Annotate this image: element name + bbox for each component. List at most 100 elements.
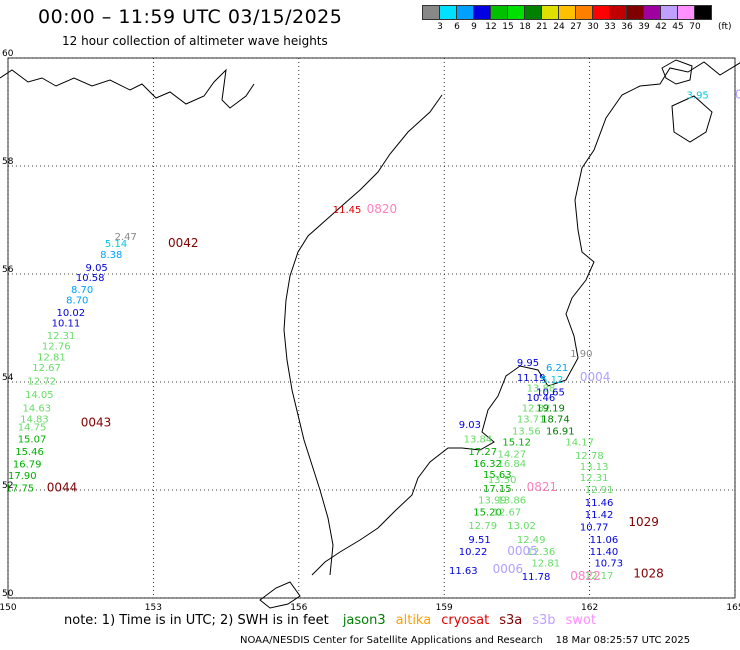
lat-tick-label: 52 [2,481,13,491]
wave-height-label: 12.91 [585,485,614,496]
satellite-legend-item: jason3 [342,613,386,628]
wave-height-label: 9.03 [459,420,481,431]
color-tick-label: 39 [638,22,650,32]
wave-height-label: 10.11 [52,318,81,329]
wave-height-label: 17.90 [8,471,37,482]
magadan-coast [0,68,255,109]
satellite-legend-item: cryosat [441,613,490,628]
pass-time-label: 0821 [527,480,558,494]
lat-tick-label: 58 [2,157,14,167]
lat-tick-label: 50 [2,589,14,599]
pass-time-label: 0820 [367,202,398,216]
wave-height-label: 8.70 [71,285,93,296]
wave-height-label: 14.83 [20,415,49,426]
color-tick-label: 15 [502,22,514,32]
wave-height-label: 12.78 [575,451,604,462]
color-tick-label: 18 [519,22,531,32]
wave-height-label: 10.77 [580,523,609,534]
wave-height-label: 10.02 [56,308,85,319]
color-tick-label: 12 [485,22,497,32]
satellite-legend-item: altika [395,613,432,628]
coastline [0,59,740,609]
pass-time-label: 0004 [580,370,611,384]
lat-tick-label: 54 [2,373,14,383]
timestamp-text: 18 Mar 08:25:57 UTC 2025 [555,635,691,646]
wave-height-label: 12.67 [32,363,61,374]
wave-height-label: 9.05 [86,263,108,274]
pass-time-label: 0044 [47,481,78,495]
color-tick-label: 36 [621,22,633,32]
color-tick-label: 70 [689,22,701,32]
lon-tick-label: 165 [726,603,740,613]
satellite-legend-item: s3b [532,613,556,628]
wave-height-label: 10.65 [536,388,565,399]
wave-height-label: 14.05 [25,390,54,401]
pass-time-label: 1028 [633,566,664,580]
wave-height-label: 6.21 [546,363,568,374]
wave-height-label: 11.42 [585,510,614,521]
graticule [7,57,736,599]
wave-height-label: 5.12 [541,375,563,386]
wave-height-label: 11.06 [590,535,619,546]
wave-height-label: 3.95 [687,91,709,102]
wave-height-label: 13.50 [488,475,517,486]
wave-height-label: 15.12 [502,438,531,449]
lon-tick-label: 150 [0,603,17,613]
wave-height-label: 12.67 [493,507,522,518]
lon-tick-label: 156 [290,603,307,613]
color-tick-label: 27 [570,22,582,32]
lon-tick-label: 153 [145,603,162,613]
wave-height-label: 8.70 [66,296,88,307]
wave-height-label: 14.27 [498,450,527,461]
wave-height-label: 13.86 [498,496,527,507]
color-tick-label: 9 [471,22,477,32]
lat-tick-label: 56 [2,265,14,275]
siberia-coast [283,94,443,576]
satellite-legend-item: s3a [499,613,523,628]
color-tick-label: 30 [587,22,599,32]
wave-height-label: 17.27 [468,447,497,458]
satellite-legend: jason3 altika cryosat s3a s3b swot [333,613,596,628]
wave-height-label: 14.75 [18,423,47,434]
wave-height-label: 17.15 [483,484,512,495]
pass-time-label: 0006 [493,562,524,576]
pass-time-label: 0042 [168,236,199,250]
wave-height-label: 12.36 [527,547,556,558]
wave-height-label: 12.76 [42,342,71,353]
wave-height-label: 13.56 [512,426,541,437]
wave-height-label: 12.81 [37,352,66,363]
wave-height-label: 10.22 [459,547,488,558]
kuril-islands [259,581,301,609]
wave-height-label: 13.84 [464,434,493,445]
wave-height-label: 15.46 [15,447,44,458]
wave-height-label: 1.90 [570,349,592,360]
lat-tick-label: 60 [2,49,14,59]
wave-height-label: 18.74 [541,415,570,426]
wave-height-label: 13.71 [517,415,546,426]
island-north [661,59,693,85]
wave-height-label: 19.19 [536,404,565,415]
wave-height-label: 11.63 [449,566,478,577]
wave-height-label: 12.17 [585,571,614,582]
wave-height-label: 9.95 [517,358,539,369]
wave-height-label: 10.73 [594,559,623,570]
credit-text: NOAA/NESDIS Center for Satellite Applica… [240,635,543,646]
wave-height-label: 12.31 [47,331,76,342]
karaginsky-island [671,95,713,143]
kamchatka-coast [311,61,740,576]
wave-height-label: 11.19 [517,373,546,384]
pass-time-label: 0043 [81,415,112,429]
wave-height-label: 13.99 [478,496,507,507]
wave-height-label: 12.81 [531,559,560,570]
wave-height-label: 9.51 [468,535,490,546]
lon-tick-label: 162 [581,603,598,613]
wave-height-label: 10.58 [76,273,105,284]
color-tick-label: 24 [553,22,565,32]
wave-height-label: 16.84 [498,459,527,470]
wave-height-labels: 2.475.148.389.0510.588.708.7010.0210.111… [6,88,740,584]
wave-height-label: 14.17 [565,438,594,449]
color-tick-label: 3 [437,22,443,32]
note-text: note: 1) Time is in UTC; 2) SWH is in fe… [64,613,329,628]
wave-height-label: 16.79 [13,459,42,470]
wave-height-label: 14.63 [23,404,52,415]
